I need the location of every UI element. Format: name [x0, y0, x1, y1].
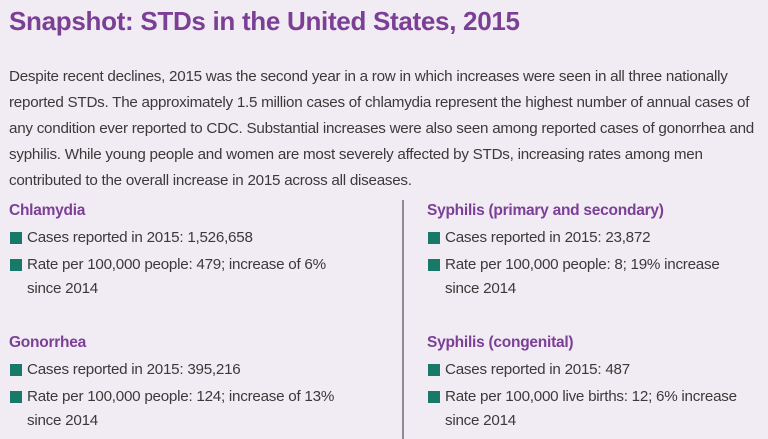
bullet-square-icon [10, 232, 22, 244]
intro-paragraph: Despite recent declines, 2015 was the se… [9, 68, 754, 189]
bullet-square-icon [10, 364, 22, 376]
section-heading: Syphilis (congenital) [427, 334, 574, 351]
list-item: Rate per 100,000 people: 479; increase o… [9, 253, 359, 301]
list-item: Cases reported in 2015: 1,526,658 [9, 226, 359, 250]
list-item: Rate per 100,000 people: 8; 19% increase… [427, 253, 757, 301]
bullet-square-icon [428, 259, 440, 271]
list-item: Cases reported in 2015: 487 [427, 358, 757, 382]
bullet-square-icon [428, 364, 440, 376]
bullet-square-icon [428, 391, 440, 403]
item-text: Rate per 100,000 people: 124; increase o… [27, 388, 335, 429]
page-title: Snapshot: STDs in the United States, 201… [9, 6, 520, 36]
list-item: Rate per 100,000 people: 124; increase o… [9, 385, 359, 433]
item-text: Rate per 100,000 people: 479; increase o… [27, 256, 326, 297]
section-syphilis-primary-secondary: Syphilis (primary and secondary) Cases r… [427, 200, 757, 304]
list-item: Cases reported in 2015: 23,872 [427, 226, 757, 250]
item-text: Cases reported in 2015: 487 [445, 361, 630, 378]
item-text: Cases reported in 2015: 23,872 [445, 229, 651, 246]
section-syphilis-congenital: Syphilis (congenital) Cases reported in … [427, 332, 757, 436]
item-text: Rate per 100,000 live births: 12; 6% inc… [445, 388, 737, 429]
item-text: Cases reported in 2015: 1,526,658 [27, 229, 253, 246]
section-gonorrhea: Gonorrhea Cases reported in 2015: 395,21… [9, 332, 359, 436]
section-heading: Gonorrhea [9, 334, 86, 351]
section-heading: Chlamydia [9, 202, 86, 219]
bullet-square-icon [10, 391, 22, 403]
bullet-square-icon [10, 259, 22, 271]
item-text: Cases reported in 2015: 395,216 [27, 361, 241, 378]
section-chlamydia: Chlamydia Cases reported in 2015: 1,526,… [9, 200, 359, 304]
column-divider [402, 200, 404, 439]
list-item: Cases reported in 2015: 395,216 [9, 358, 359, 382]
section-heading: Syphilis (primary and secondary) [427, 202, 664, 219]
item-text: Rate per 100,000 people: 8; 19% increase… [445, 256, 720, 297]
list-item: Rate per 100,000 live births: 12; 6% inc… [427, 385, 757, 433]
bullet-square-icon [428, 232, 440, 244]
